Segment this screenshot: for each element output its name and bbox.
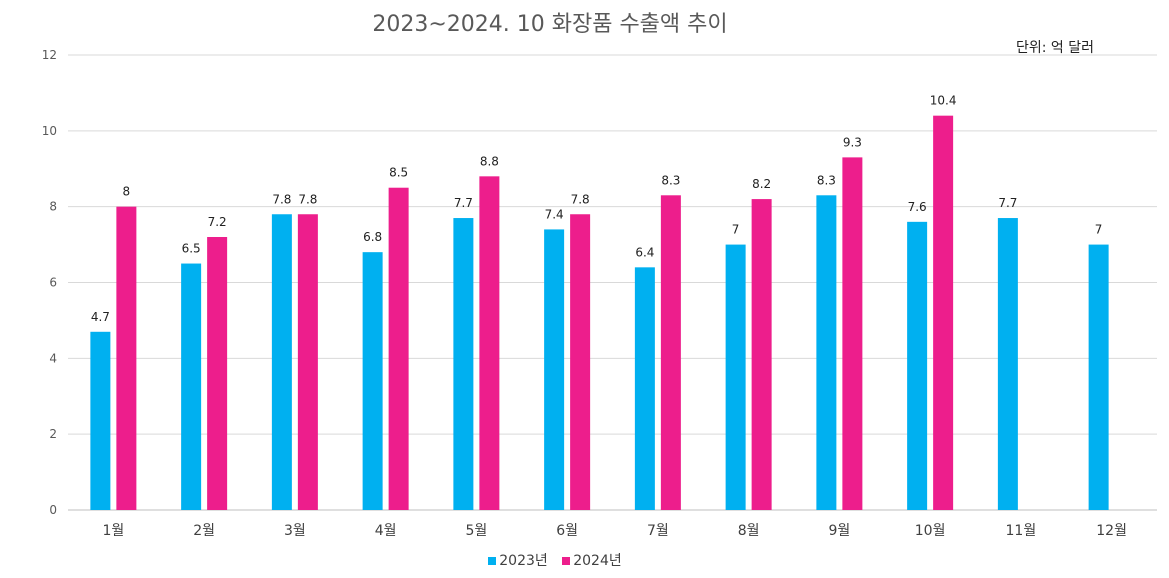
legend-label-2024: 2024년 (573, 553, 622, 569)
bar-2024년 (842, 157, 863, 510)
data-label: 4.7 (91, 310, 110, 324)
data-label: 7.6 (908, 200, 927, 214)
x-tick-label: 12월 (1096, 523, 1127, 539)
y-tick-label: 12 (42, 48, 57, 62)
bar-2024년 (751, 199, 772, 511)
y-tick-label: 2 (49, 427, 57, 441)
data-label: 8.8 (480, 154, 499, 168)
bar-2023년 (453, 218, 474, 510)
data-label: 7.7 (998, 196, 1017, 210)
legend-item-2024: 2024년 (562, 550, 622, 570)
data-label: 7 (1095, 223, 1103, 237)
data-label: 7.4 (545, 207, 564, 221)
data-label: 6.5 (182, 242, 201, 256)
legend-label-2023: 2023년 (499, 553, 548, 569)
bar-2024년 (297, 214, 318, 510)
bar-2023년 (271, 214, 292, 510)
data-label: 6.8 (363, 230, 382, 244)
data-label: 10.4 (930, 94, 957, 108)
bar-2024년 (388, 187, 409, 511)
x-tick-label: 11월 (1006, 523, 1037, 539)
legend: 2023년 2024년 (0, 550, 1110, 570)
bar-2023년 (997, 218, 1018, 510)
x-tick-label: 5월 (465, 523, 487, 539)
data-label: 7.8 (298, 192, 317, 206)
bar-2023년 (1088, 244, 1109, 511)
data-label: 8.5 (389, 166, 408, 180)
chart-title: 2023~2024. 10 화장품 수출액 추이 (372, 12, 728, 37)
data-label: 7 (732, 223, 740, 237)
data-label: 8.2 (752, 177, 771, 191)
x-tick-label: 1월 (102, 523, 124, 539)
x-tick-label: 9월 (828, 523, 850, 539)
bar-2023년 (181, 263, 202, 510)
unit-label: 단위: 억 달러 (1016, 40, 1095, 56)
legend-swatch-2023 (488, 557, 497, 565)
bar-2024년 (660, 195, 681, 510)
x-tick-label: 8월 (738, 523, 760, 539)
legend-swatch-2024 (562, 557, 571, 565)
y-tick-label: 10 (42, 124, 57, 138)
legend-item-2023: 2023년 (488, 550, 548, 570)
data-label: 7.2 (208, 215, 227, 229)
bar-2024년 (116, 206, 137, 510)
y-tick-label: 4 (49, 351, 57, 365)
bar-2024년 (570, 214, 591, 510)
x-tick-label: 7월 (647, 523, 669, 539)
data-label: 7.8 (571, 192, 590, 206)
x-tick-label: 2월 (193, 523, 215, 539)
bar-2023년 (634, 267, 655, 510)
y-tick-label: 0 (49, 503, 57, 517)
y-tick-label: 8 (49, 200, 57, 214)
x-tick-label: 3월 (284, 523, 306, 539)
bar-2024년 (207, 237, 228, 510)
x-tick-label: 4월 (375, 523, 397, 539)
bar-2023년 (362, 252, 383, 510)
x-tick-label: 6월 (556, 523, 578, 539)
x-tick-label: 10월 (915, 523, 946, 539)
data-label: 6.4 (635, 245, 654, 259)
data-label: 8.3 (661, 173, 680, 187)
data-label: 7.8 (272, 192, 291, 206)
data-label: 8 (123, 185, 131, 199)
bar-2023년 (544, 229, 565, 510)
bar-2023년 (90, 331, 111, 510)
data-label: 7.7 (454, 196, 473, 210)
bar-2023년 (816, 195, 837, 510)
bar-2023년 (725, 244, 746, 511)
bar-2023년 (907, 221, 928, 511)
y-tick-label: 6 (49, 276, 57, 290)
bar-2024년 (479, 176, 500, 511)
data-label: 9.3 (843, 135, 862, 149)
data-label: 8.3 (817, 173, 836, 187)
bar-2024년 (933, 115, 954, 511)
